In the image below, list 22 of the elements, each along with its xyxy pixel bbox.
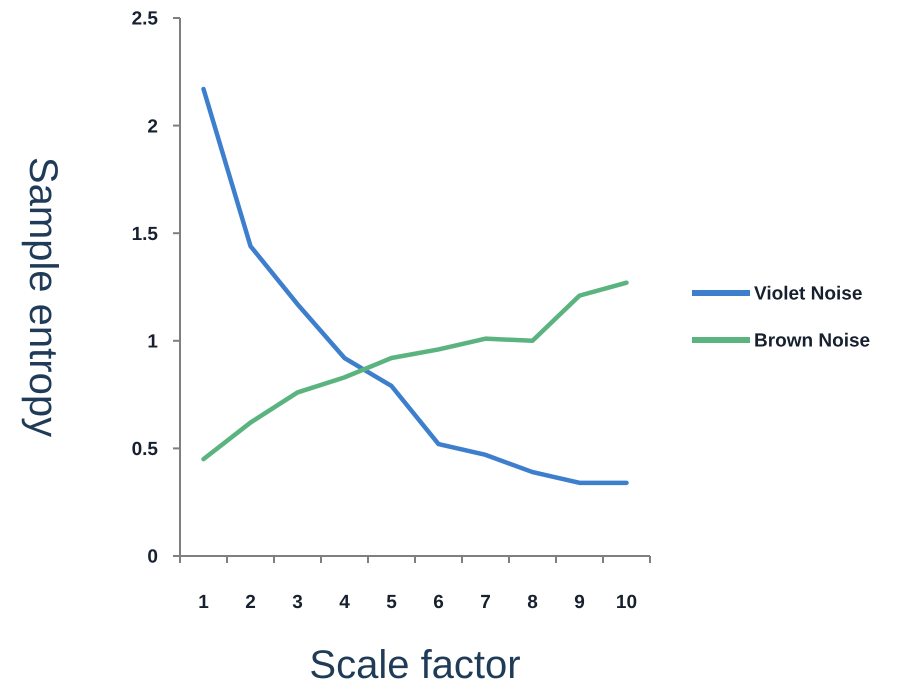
legend-label: Brown Noise [754,330,870,352]
legend-label: Violet Noise [754,284,862,305]
x-tick-label: 3 [292,592,303,613]
line-series [201,280,629,462]
x-axis-title: Scale factor [309,643,521,687]
x-tick-label: 5 [386,592,398,613]
x-tick-label: 6 [433,592,444,613]
y-axis-title: Sample entropy [21,156,65,438]
x-tick-label: 1 [198,592,210,613]
y-tick-label: 2 [147,116,158,138]
x-tick-label: 7 [480,592,491,613]
y-tick-label: 1 [147,331,158,352]
line-series [201,86,629,486]
y-tick-label: 0.5 [132,439,158,460]
y-tick-label: 0 [147,546,158,568]
x-tick-label: 10 [616,592,638,613]
x-tick-label: 8 [527,592,538,613]
y-tick-label: 2.5 [132,8,158,30]
x-tick-label: 2 [245,592,256,613]
y-tick-label: 1.5 [132,224,158,245]
x-tick-label: 4 [339,592,350,613]
x-tick-label: 9 [574,592,585,613]
